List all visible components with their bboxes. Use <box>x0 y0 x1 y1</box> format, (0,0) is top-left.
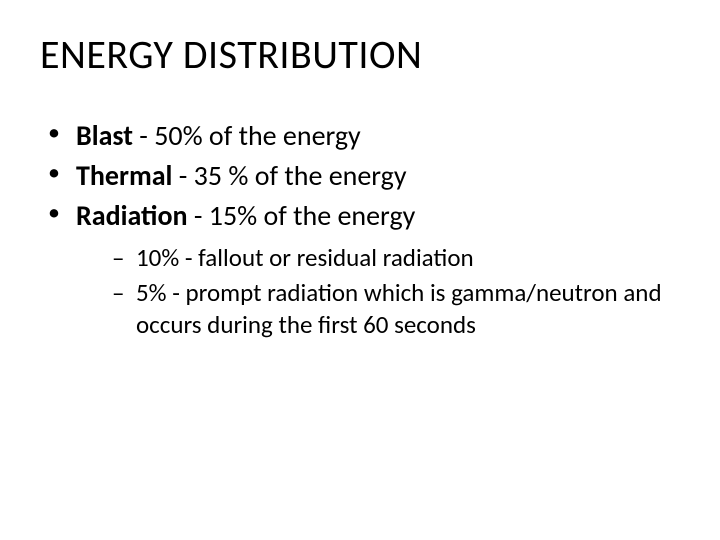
bullet-rest: - 15% of the energy <box>188 198 416 233</box>
bullet-label: Blast <box>76 118 133 153</box>
bullet-label: Thermal <box>76 158 172 193</box>
bullet-rest: - 35 % of the energy <box>172 158 406 193</box>
bullet-label: Radiation <box>76 198 188 233</box>
main-bullet-list: Blast - 50% of the energy Thermal - 35 %… <box>40 117 680 342</box>
bullet-radiation: Radiation - 15% of the energy 10% - fall… <box>48 197 680 342</box>
bullet-blast: Blast - 50% of the energy <box>48 117 680 155</box>
sub-bullet-list: 10% - fallout or residual radiation 5% -… <box>76 242 680 342</box>
subbullet-fallout: 10% - fallout or residual radiation <box>112 242 680 275</box>
bullet-thermal: Thermal - 35 % of the energy <box>48 157 680 195</box>
slide-title: ENERGY DISTRIBUTION <box>40 30 680 79</box>
bullet-rest: - 50% of the energy <box>133 118 361 153</box>
subbullet-prompt: 5% - prompt radiation which is gamma/neu… <box>112 277 680 342</box>
